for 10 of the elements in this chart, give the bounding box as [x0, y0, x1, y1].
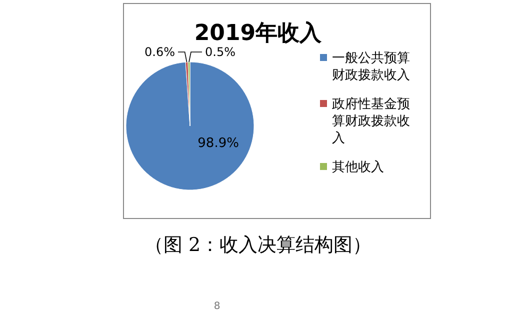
data-label: 0.5%	[205, 45, 236, 59]
legend-label: 其他收入	[332, 160, 384, 175]
text: （图 2：收入决算结构图）	[144, 234, 372, 256]
legend-label: 一般公共预算财政拨款收入	[332, 51, 410, 83]
chart-title: 2019年收入	[194, 21, 323, 46]
data-label: 0.6%	[144, 45, 175, 59]
text: 8	[214, 301, 220, 312]
pie-slice	[126, 62, 254, 190]
data-label: 98.9%	[198, 136, 239, 151]
legend-label: 政府性基金预算财政拨款收入	[332, 96, 410, 146]
